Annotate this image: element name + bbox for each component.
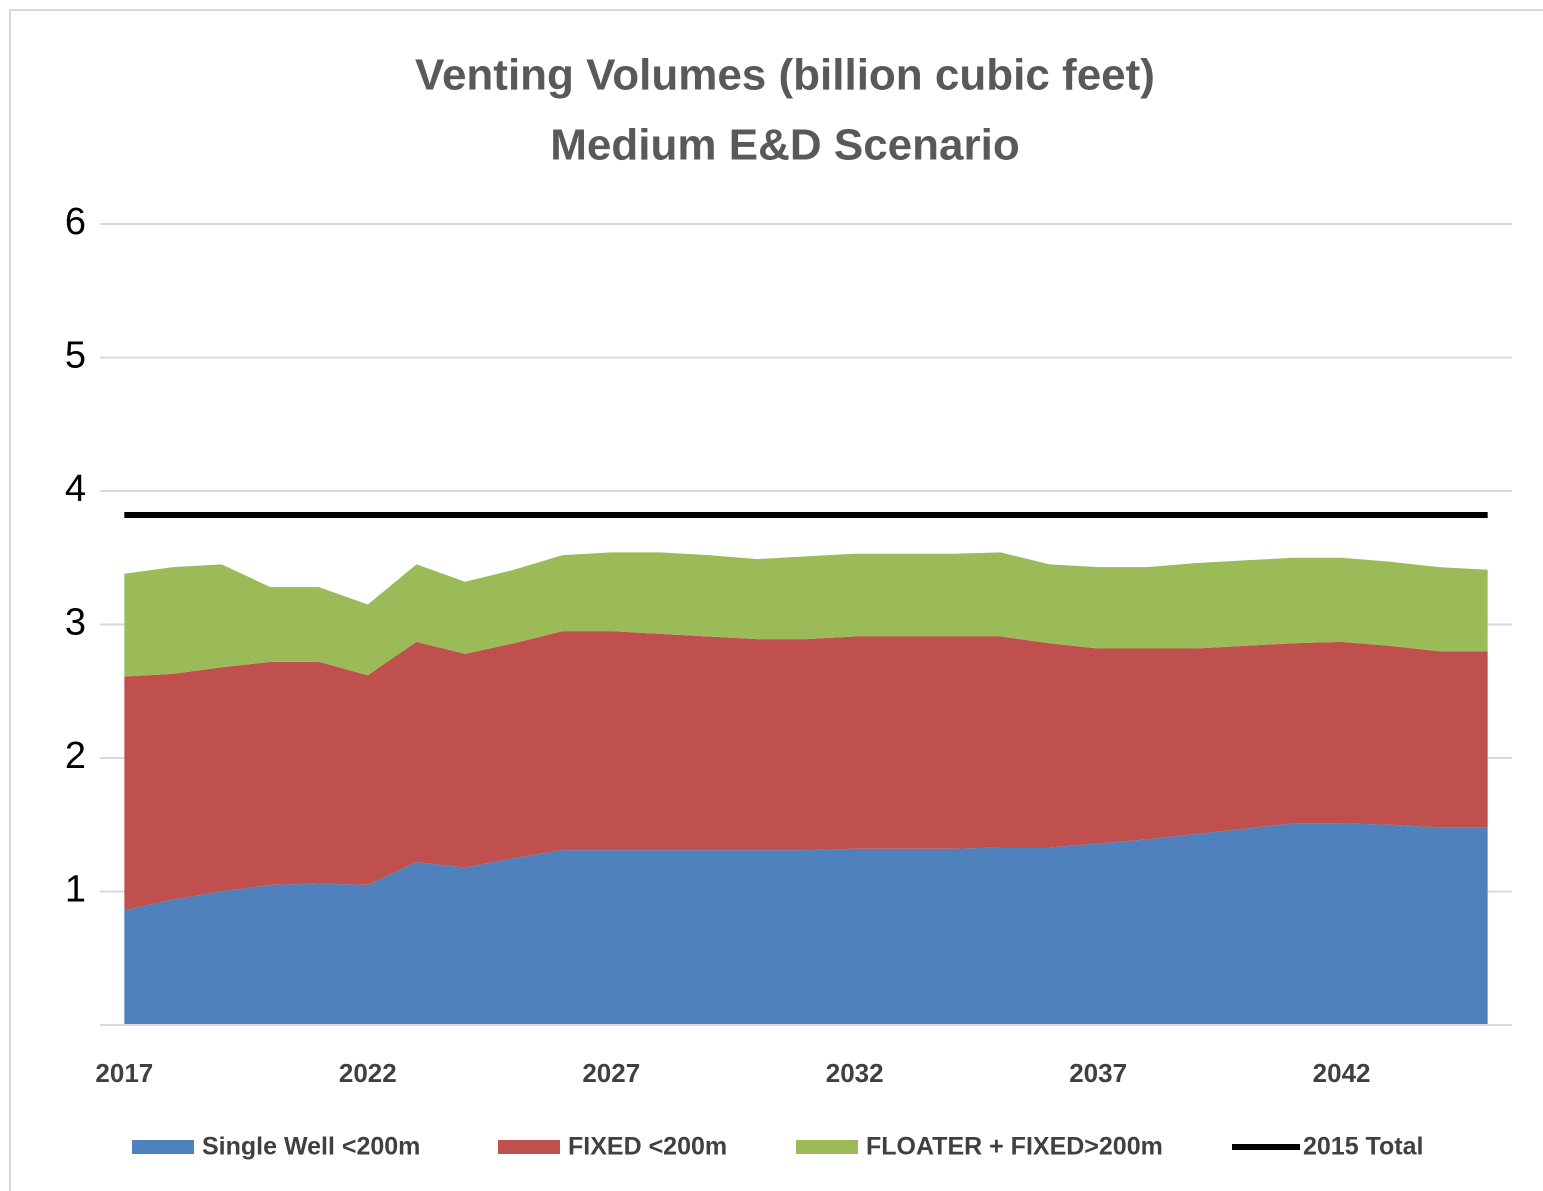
chart-subtitle: Medium E&D Scenario bbox=[550, 121, 1019, 170]
legend-label: 2015 Total bbox=[1303, 1133, 1423, 1161]
legend-label: FIXED <200m bbox=[568, 1133, 727, 1161]
legend-label: Single Well <200m bbox=[202, 1133, 420, 1161]
area bbox=[124, 823, 1488, 1025]
x-tick-label: 2042 bbox=[1313, 1058, 1371, 1088]
x-tick-label: 2022 bbox=[339, 1058, 397, 1088]
legend-label: FLOATER + FIXED>200m bbox=[866, 1133, 1163, 1161]
y-tick-label: 6 bbox=[65, 201, 86, 243]
area bbox=[124, 631, 1488, 911]
legend-swatch bbox=[796, 1140, 858, 1154]
y-tick-label: 3 bbox=[65, 602, 86, 644]
x-tick-label: 2037 bbox=[1069, 1058, 1127, 1088]
y-tick-label: 4 bbox=[65, 468, 86, 510]
y-tick-label: 5 bbox=[65, 335, 86, 377]
x-tick-label: 2017 bbox=[95, 1058, 153, 1088]
area bbox=[124, 552, 1488, 677]
x-tick-label: 2032 bbox=[826, 1058, 884, 1088]
legend-swatch bbox=[132, 1140, 194, 1154]
legend-swatch bbox=[498, 1140, 560, 1154]
y-tick-label: 1 bbox=[65, 869, 86, 911]
chart-title: Venting Volumes (billion cubic feet) bbox=[415, 51, 1155, 100]
x-tick-label: 2027 bbox=[582, 1058, 640, 1088]
y-tick-label: 2 bbox=[65, 735, 86, 777]
